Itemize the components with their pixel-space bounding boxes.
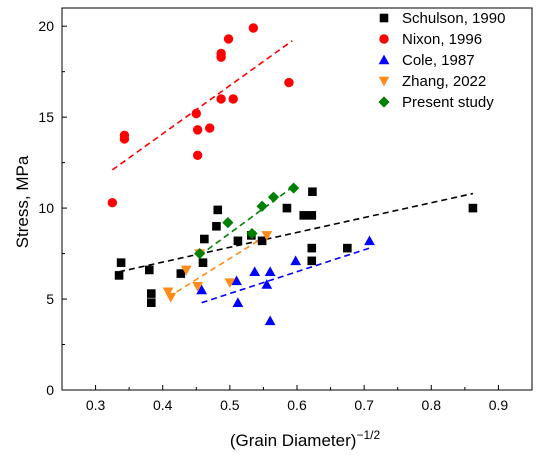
data-point-3-2 — [180, 265, 192, 276]
x-tick-label: 0.3 — [86, 397, 106, 413]
x-tick-label: 0.8 — [422, 397, 442, 413]
legend-marker-0 — [379, 13, 389, 23]
data-point-1-4 — [192, 125, 203, 135]
data-point-3-1 — [165, 292, 177, 303]
data-point-0-3 — [147, 289, 156, 298]
data-point-0-18 — [307, 256, 317, 266]
x-tick-label: 0.5 — [220, 397, 240, 413]
data-point-0-10 — [233, 236, 243, 246]
data-point-0-6 — [198, 258, 208, 267]
data-point-1-6 — [205, 123, 215, 133]
data-point-1-9 — [216, 94, 226, 104]
data-point-0-7 — [200, 234, 209, 244]
x-tick-label: 0.7 — [354, 397, 374, 413]
data-point-0-2 — [144, 265, 154, 275]
data-point-1-13 — [284, 77, 294, 88]
y-axis-title: Stress, MPa — [13, 155, 32, 248]
legend-label-2: Cole, 1987 — [402, 52, 475, 69]
data-point-2-5 — [264, 266, 276, 277]
data-point-4-4 — [267, 191, 280, 203]
legend-label-3: Zhang, 2022 — [402, 73, 486, 90]
data-point-2-0 — [196, 284, 208, 295]
data-point-0-4 — [147, 298, 156, 307]
y-tick-label: 20 — [38, 18, 54, 34]
x-axis-title: (Grain Diameter)−1/2 — [230, 428, 381, 450]
data-point-2-2 — [232, 297, 244, 307]
data-point-2-6 — [264, 315, 276, 326]
data-point-0-5 — [176, 269, 186, 278]
data-point-0-8 — [212, 221, 221, 231]
data-point-3-6 — [261, 231, 273, 241]
x-tick-label: 0.4 — [153, 397, 173, 413]
data-point-2-1 — [231, 275, 242, 286]
x-tick-label: 0.9 — [489, 397, 509, 413]
data-point-4-0 — [194, 247, 206, 260]
y-tick-label: 15 — [38, 109, 54, 125]
y-tick-label: 10 — [38, 200, 54, 216]
data-point-0-14 — [299, 211, 309, 220]
data-point-2-7 — [290, 255, 302, 266]
data-point-4-1 — [222, 217, 234, 229]
data-point-0-13 — [282, 203, 292, 213]
data-point-0-15 — [307, 211, 317, 220]
data-point-0-9 — [213, 205, 223, 215]
legend-marker-1 — [379, 34, 389, 44]
data-point-1-8 — [216, 48, 226, 59]
data-point-3-3 — [192, 282, 204, 292]
data-point-3-0 — [162, 287, 174, 298]
legend-marker-2 — [378, 54, 390, 65]
data-point-0-16 — [308, 187, 317, 197]
legend-label-0: Schulson, 1990 — [402, 10, 505, 27]
data-point-0-19 — [343, 243, 352, 253]
legend-label-1: Nixon, 1996 — [402, 31, 482, 48]
legend-marker-3 — [378, 76, 390, 87]
y-tick-label: 0 — [46, 382, 54, 398]
data-point-1-12 — [248, 23, 259, 33]
x-axis-title-superscript: −1/2 — [356, 428, 380, 442]
data-point-4-5 — [288, 182, 300, 194]
data-point-1-3 — [191, 108, 201, 119]
data-point-0-1 — [116, 258, 126, 267]
axes: 0.3 0.4 0.5 0.6 0.7 0.8 0.9 0 5 10 15 20 — [38, 7, 533, 413]
legend-marker-4 — [378, 96, 390, 108]
data-point-1-5 — [192, 150, 203, 161]
data-point-2-8 — [364, 235, 375, 246]
legend: Schulson, 1990 Nixon, 1996 Cole, 1987 Zhang… — [378, 10, 505, 111]
legend-label-4: Present study — [402, 94, 494, 111]
data-point-1-11 — [228, 94, 238, 104]
y-tick-label: 5 — [46, 291, 54, 307]
data-point-2-4 — [261, 279, 273, 289]
x-tick-label: 0.6 — [287, 397, 307, 413]
data-point-1-10 — [223, 34, 234, 44]
trend-line-2 — [201, 247, 370, 304]
data-point-4-3 — [256, 200, 268, 212]
trend-line-4 — [199, 185, 295, 257]
data-point-1-0 — [107, 197, 118, 208]
data-point-0-12 — [257, 236, 267, 246]
data-point-0-17 — [307, 243, 317, 253]
data-point-4-2 — [246, 227, 258, 240]
data-point-0-0 — [114, 271, 124, 280]
trend-line-1 — [111, 40, 293, 171]
trend-line-0 — [118, 192, 474, 273]
data-point-2-3 — [249, 266, 261, 277]
data-point-0-20 — [468, 203, 478, 213]
data-point-1-2 — [119, 134, 130, 144]
plot-area — [107, 23, 478, 326]
data-point-3-5 — [224, 278, 236, 289]
